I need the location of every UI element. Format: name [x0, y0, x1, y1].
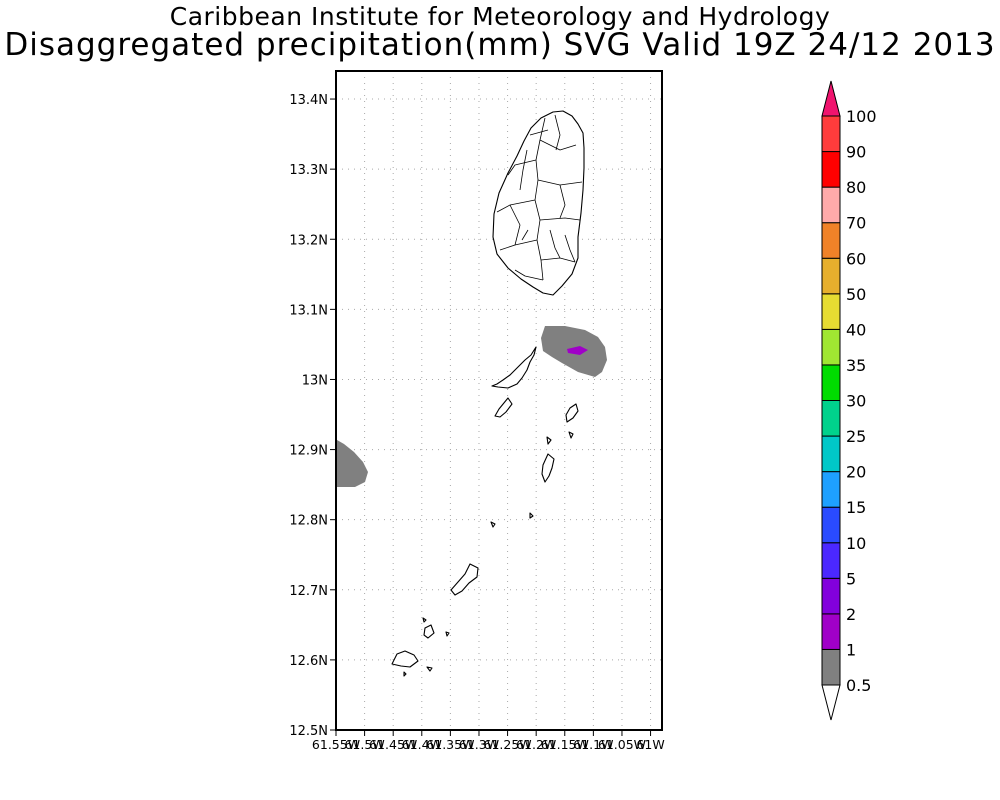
legend-label: 60: [846, 249, 866, 268]
lon-tick-label: 61.15W: [541, 737, 589, 752]
latitude-axis: 12.5N 12.6N 12.7N 12.8N 12.9N 13N 13.1N 13.2N 13…: [289, 93, 336, 739]
lat-tick-label: 12.9N: [289, 444, 328, 459]
legend-color-box: [821, 222, 841, 259]
legend-under-arrow: [821, 684, 841, 721]
precip-purple-spot: [567, 346, 588, 355]
legend-color-box: [821, 577, 841, 615]
legend-label: 15: [846, 498, 866, 517]
legend-color-box: [821, 400, 841, 437]
legend-color-box: [821, 328, 841, 366]
map-frame: [335, 70, 663, 731]
lon-tick-label: 61.5W: [344, 737, 384, 752]
legend-label: 70: [846, 214, 866, 233]
grenadine-islands: [391, 346, 579, 677]
legend-label: 1: [846, 640, 856, 659]
legend-label: 100: [846, 107, 877, 126]
carriacou-island: [391, 650, 419, 668]
legend-color-box: [821, 293, 841, 330]
lat-tick-label: 12.6N: [289, 654, 328, 669]
lat-tick-label: 12.7N: [289, 584, 328, 599]
bequia-island: [491, 346, 537, 389]
map-grid: [336, 71, 662, 730]
precip-gray-patch-west: [337, 440, 368, 487]
legend-color-box: [821, 435, 841, 473]
legend-label: 5: [846, 569, 856, 588]
legend-label: 50: [846, 285, 866, 304]
lon-tick-label: 61.3W: [459, 737, 499, 752]
legend-label: 20: [846, 463, 866, 482]
institute-title: Caribbean Institute for Meteorology and …: [169, 2, 831, 31]
legend-label: 40: [846, 320, 866, 339]
lat-tick-label: 12.8N: [289, 514, 328, 529]
legend-color-box: [821, 613, 841, 650]
legend-label: 10: [846, 534, 866, 553]
legend-label: 80: [846, 178, 866, 197]
lat-tick-label: 13N: [302, 373, 328, 388]
legend-color-box: [821, 115, 841, 153]
legend-color-box: [821, 364, 841, 401]
legend-color-box: [821, 648, 841, 686]
legend-label: 2: [846, 605, 856, 624]
st-vincent-island: [492, 110, 585, 296]
lat-tick-label: 13.3N: [289, 163, 328, 178]
product-title: Disaggregated precipitation(mm) SVG Vali…: [4, 27, 996, 63]
lon-tick-label: 61.25W: [484, 737, 532, 752]
lon-tick-label: 61.1W: [573, 737, 613, 752]
lon-tick-label: 61.35W: [426, 737, 474, 752]
legend-label: 25: [846, 427, 866, 446]
lat-tick-label: 13.2N: [289, 233, 328, 248]
legend-label: 30: [846, 392, 866, 411]
lon-tick-label: 61.4W: [402, 737, 442, 752]
lon-tick-label: 61.2W: [516, 737, 556, 752]
legend-over-arrow: [821, 80, 841, 117]
legend-color-box: [821, 471, 841, 508]
mustique-island: [565, 403, 579, 423]
legend-color-box: [821, 151, 841, 188]
legend-color-box: [821, 186, 841, 224]
lon-tick-label: 61W: [636, 737, 664, 752]
lat-tick-label: 13.1N: [289, 303, 328, 318]
lon-tick-label: 61.45W: [369, 737, 417, 752]
legend-label: 0.5: [846, 676, 871, 695]
legend-color-box: [821, 542, 841, 579]
legend-label: 90: [846, 143, 866, 162]
union-island: [450, 563, 479, 596]
legend-color-box: [821, 257, 841, 295]
legend-color-box: [821, 506, 841, 544]
canouan-island: [541, 453, 555, 483]
lon-tick-label: 61.05W: [598, 737, 646, 752]
lat-tick-label: 13.4N: [289, 93, 328, 108]
lon-tick-label: 61.55W: [312, 737, 360, 752]
balliceaux-island: [494, 397, 513, 418]
longitude-axis: 61.55W61.5W61.45W61.4W61.35W61.3W61.25W6…: [312, 730, 665, 752]
legend-label: 35: [846, 356, 866, 375]
lat-tick-label: 12.5N: [289, 724, 328, 739]
